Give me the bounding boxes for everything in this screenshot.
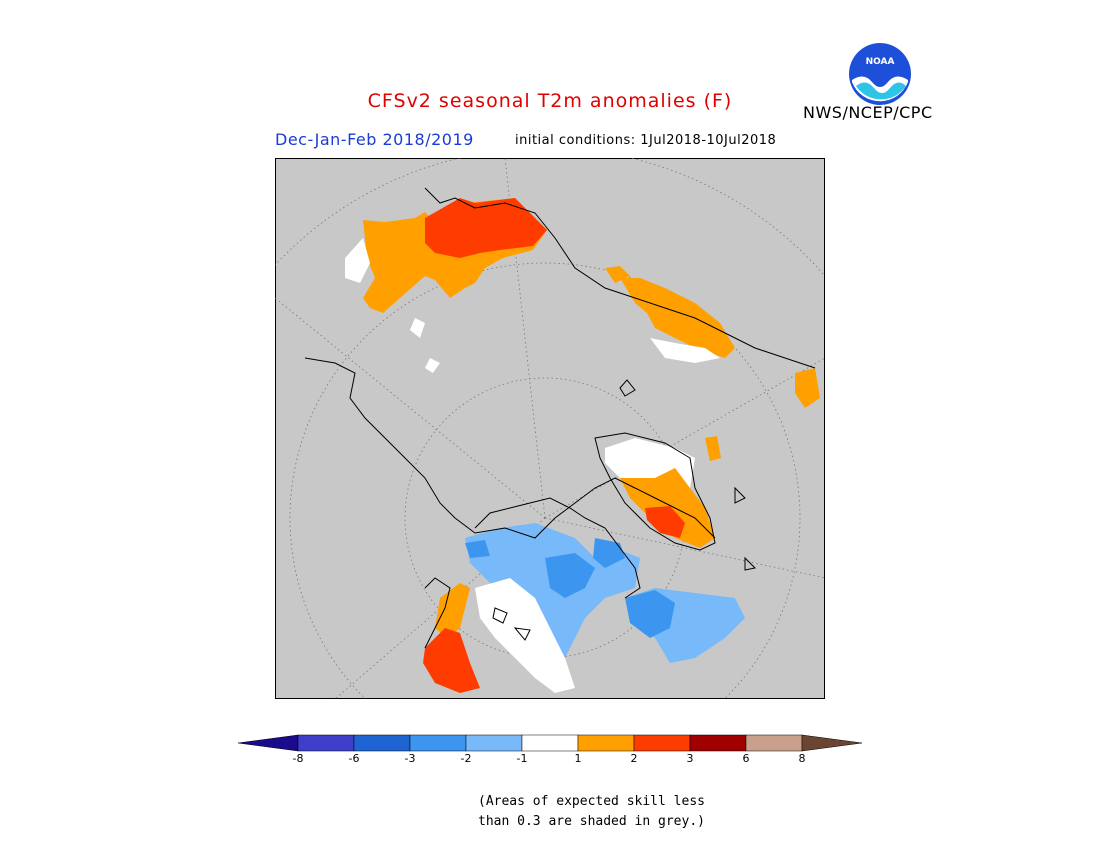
legend-tick-label: 3 bbox=[686, 752, 694, 765]
anomaly-scandinavia-orange bbox=[620, 278, 735, 358]
anomaly-canada-blue bbox=[465, 523, 640, 678]
legend-ticks: -8 -6 -3 -2 -1 1 2 3 6 8 bbox=[238, 752, 862, 768]
anomaly-siberia-white bbox=[345, 238, 440, 373]
legend-tick-label: 2 bbox=[630, 752, 638, 765]
anomaly-canada-darkblue bbox=[465, 538, 625, 598]
legend-under-arrow bbox=[238, 734, 299, 752]
agency-label: NWS/NCEP/CPC bbox=[803, 103, 933, 122]
legend-tick-label: -8 bbox=[292, 752, 304, 765]
anomaly-greenland-red bbox=[645, 506, 685, 538]
polar-anomaly-map bbox=[275, 158, 825, 699]
noaa-logo: NOAA bbox=[849, 43, 911, 105]
legend-bin-7 bbox=[689, 734, 747, 752]
anomaly-canada-white bbox=[475, 578, 575, 693]
anomaly-siberia-red bbox=[425, 198, 547, 258]
legend-tick-label: -1 bbox=[516, 752, 528, 765]
noaa-logo-text: NOAA bbox=[866, 57, 895, 67]
legend-tick-label: -2 bbox=[460, 752, 472, 765]
map-title: CFSv2 seasonal T2m anomalies (F) bbox=[367, 90, 733, 112]
legend-bin-6 bbox=[633, 734, 691, 752]
legend-bin-2 bbox=[409, 734, 467, 752]
legend-tick-label: -3 bbox=[404, 752, 416, 765]
legend-bin-1 bbox=[353, 734, 411, 752]
legend-over-arrow bbox=[801, 734, 862, 752]
legend-bin-4 bbox=[521, 734, 579, 752]
footnote-line-1: (Areas of expected skill less bbox=[478, 794, 705, 809]
color-legend bbox=[238, 734, 862, 752]
anomaly-alaska-orange bbox=[435, 583, 470, 638]
legend-bins bbox=[297, 734, 803, 752]
legend-bin-8 bbox=[745, 734, 803, 752]
anomaly-scandinavia-white bbox=[650, 338, 720, 363]
footnote-line-2: than 0.3 are shaded in grey.) bbox=[478, 814, 705, 829]
legend-tick-label: 8 bbox=[798, 752, 806, 765]
anomaly-alaska-red bbox=[423, 628, 480, 693]
legend-tick-label: 1 bbox=[574, 752, 582, 765]
legend-tick-label: -6 bbox=[348, 752, 360, 765]
legend-bin-5 bbox=[577, 734, 635, 752]
skill-footnote: (Areas of expected skill less than 0.3 a… bbox=[478, 792, 705, 832]
legend-tick-label: 6 bbox=[742, 752, 750, 765]
anomaly-hudson-darkblue bbox=[625, 590, 675, 638]
season-label: Dec-Jan-Feb 2018/2019 bbox=[275, 130, 474, 149]
coastlines bbox=[304, 187, 816, 649]
legend-bin-3 bbox=[465, 734, 523, 752]
initial-conditions-label: initial conditions: 1Jul2018-10Jul2018 bbox=[515, 133, 777, 148]
legend-bin-0 bbox=[297, 734, 355, 752]
